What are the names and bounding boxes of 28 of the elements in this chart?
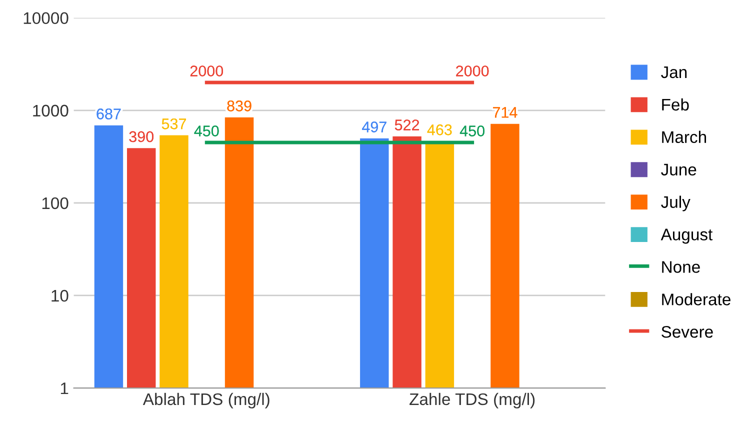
legend-label: July — [661, 196, 690, 212]
data-label: 450 — [460, 126, 484, 136]
x-tick-label: Ablah TDS (mg/l) — [142, 392, 270, 408]
y-tick-label: 1000 — [33, 104, 68, 117]
y-tick-label: 1 — [60, 382, 68, 394]
legend-label: March — [662, 130, 706, 144]
legend-label: None — [662, 261, 700, 273]
data-label: 537 — [162, 118, 186, 130]
legend-label: August — [660, 228, 713, 244]
y-tick-label: 10000 — [24, 12, 68, 24]
x-tick-label: Zahle TDS (mg/l) — [410, 392, 535, 408]
data-label: 463 — [427, 124, 452, 136]
data-label: 450 — [194, 126, 219, 136]
legend-label: Jan — [661, 66, 687, 78]
legend-label: Feb — [662, 98, 689, 111]
y-tick-label: 100 — [42, 197, 68, 210]
data-label: 839 — [227, 100, 252, 112]
legend-label: Severe — [662, 326, 713, 338]
data-label: 714 — [493, 107, 518, 118]
data-label: 390 — [129, 131, 154, 142]
data-label: 497 — [362, 122, 386, 132]
data-label: 2000 — [456, 66, 489, 76]
legend-label: June — [661, 164, 696, 176]
y-tick-label: 10 — [52, 290, 68, 302]
data-label: 522 — [394, 120, 420, 130]
legend-label: Moderate — [662, 293, 730, 306]
data-label: 2000 — [190, 66, 224, 76]
data-label: 687 — [96, 108, 121, 120]
